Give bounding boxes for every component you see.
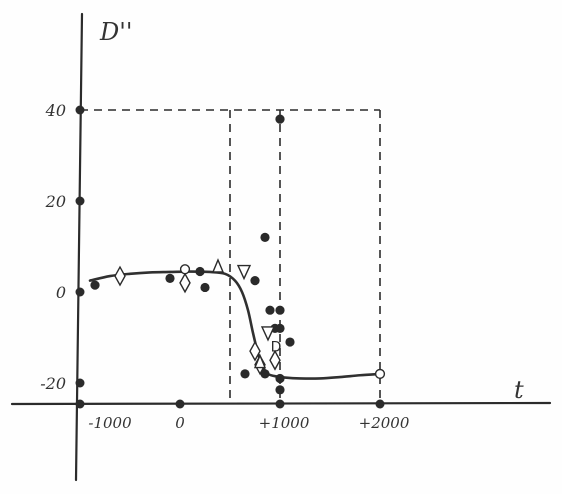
filled-circle-point [275, 114, 285, 124]
diamond-point [249, 340, 261, 362]
diamond-point [179, 272, 191, 294]
filled-circle-point [260, 232, 270, 242]
y-tick-label: -20 [40, 374, 66, 393]
fit-curve-layer [88, 270, 382, 380]
axes-layer [10, 12, 552, 482]
x-axis-label: t [514, 376, 524, 404]
open-circle-point [374, 368, 386, 380]
triangle-up-point [253, 353, 267, 369]
y-tick-mark [75, 196, 85, 206]
x-tick-label: -1000 [88, 414, 132, 432]
y-tick-label: 20 [45, 192, 66, 211]
diamond-point [269, 349, 281, 371]
fit-curve [88, 270, 382, 380]
filled-circle-point [250, 276, 260, 286]
filled-circle-point [200, 282, 210, 293]
y-tick-mark [75, 105, 85, 115]
y-tick-label: 40 [45, 101, 66, 120]
x-tick-mark [175, 399, 185, 409]
x-tick-label: +1000 [259, 414, 310, 432]
filled-circle-point [195, 266, 205, 277]
triangle-up-point [211, 258, 225, 273]
y-tick-mark [75, 287, 85, 297]
x-tick-mark [375, 399, 385, 409]
filled-circle-point [260, 369, 270, 379]
tick-layer: 40 20 0 -20 -1000 0 +1000 +2000 [40, 101, 410, 432]
filled-circle-point [90, 280, 100, 290]
y-tick-mark [75, 378, 85, 388]
letter-point: D [271, 340, 282, 356]
filled-circle-point [285, 337, 295, 347]
triangle-down-point [236, 264, 252, 281]
filled-circle-point [240, 369, 250, 379]
x-tick-mark [275, 399, 285, 409]
reference-lines [80, 109, 381, 404]
y-axis [74, 12, 84, 482]
diamond-point [114, 265, 126, 287]
filled-circle-point [275, 385, 285, 395]
data-markers: D [90, 114, 386, 395]
filled-circle-point [275, 373, 285, 384]
filled-circle-point [165, 273, 175, 283]
triangle-down-point [260, 326, 276, 342]
x-tick-mark [75, 399, 85, 409]
x-tick-label: +2000 [359, 414, 410, 432]
filled-circle-point [275, 305, 285, 315]
open-circle-point [179, 264, 191, 275]
y-axis-label: D'' [99, 18, 132, 46]
filled-circle-point [265, 305, 275, 315]
x-tick-label: 0 [175, 414, 185, 432]
y-tick-label: 0 [56, 283, 66, 302]
filled-circle-point [275, 323, 285, 333]
